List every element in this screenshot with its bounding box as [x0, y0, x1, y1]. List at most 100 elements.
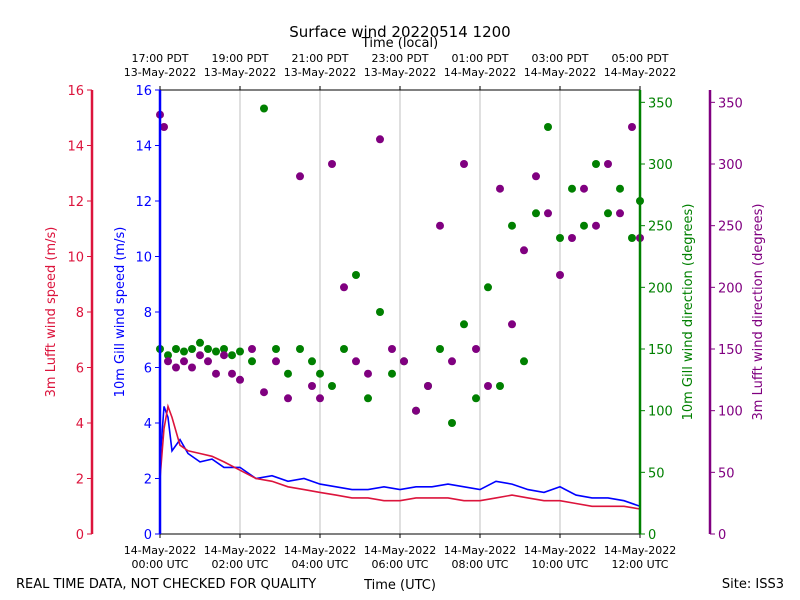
bottom-tick-date: 14-May-2022	[124, 544, 196, 557]
3m-lufft-wind-direction-point	[580, 184, 588, 193]
10m-gill-wind-direction-point	[628, 234, 636, 242]
10m-gill-wind-direction-point	[340, 345, 348, 353]
3m-lufft-wind-direction-point	[352, 357, 360, 366]
top-tick-date: 13-May-2022	[124, 66, 196, 79]
3m-lufft-wind-direction-point	[556, 271, 564, 279]
10m-gill-wind-direction-point	[308, 357, 316, 366]
3m-lufft-wind-speed-line	[159, 403, 641, 510]
site-label: Site: ISS3	[722, 577, 784, 592]
10m-gill-wind-direction-point	[328, 382, 336, 390]
gill-direction-tick-label: 50	[648, 466, 665, 481]
top-tick-date: 14-May-2022	[524, 66, 596, 79]
10m-gill-wind-direction-point	[188, 345, 196, 353]
10m-gill-wind-direction-point	[220, 345, 228, 353]
3m-lufft-wind-direction-point	[228, 369, 236, 378]
3m-lufft-wind-direction-point	[248, 345, 256, 353]
3m-lufft-wind-direction-point	[236, 375, 244, 384]
3m-lufft-wind-direction-point	[296, 172, 304, 181]
10m-gill-wind-direction-point	[228, 351, 236, 360]
10m-gill-wind-direction-point	[316, 369, 324, 378]
lufft-direction-tick-label: 300	[718, 158, 743, 173]
3m-lufft-wind-direction-point	[412, 406, 420, 415]
10m-gill-wind-direction-point	[248, 357, 256, 366]
gill-speed-tick-label: 4	[144, 417, 152, 432]
10m-gill-wind-direction-point	[460, 320, 468, 329]
top-tick-time: 23:00 PDT	[371, 52, 428, 65]
3m-lufft-wind-direction-point	[172, 363, 180, 372]
bottom-tick-time: 10:00 UTC	[531, 558, 588, 571]
3m-lufft-wind-direction-point	[316, 394, 324, 403]
10m-gill-wind-direction-point	[568, 184, 576, 193]
bottom-tick-time: 06:00 UTC	[371, 558, 428, 571]
bottom-axis-label: Time (UTC)	[363, 578, 436, 593]
lufft-direction-tick-label: 0	[718, 528, 726, 543]
10m-gill-wind-direction-point	[284, 369, 292, 378]
gill-speed-axis-label: 10m Gill wind speed (m/s)	[113, 227, 128, 398]
bottom-tick-time: 12:00 UTC	[611, 558, 668, 571]
gill-direction-tick-label: 250	[648, 220, 673, 235]
top-tick-time: 05:00 PDT	[611, 52, 668, 65]
10m-gill-wind-direction-point	[520, 357, 528, 366]
bottom-tick-date: 14-May-2022	[524, 544, 596, 557]
3m-lufft-wind-direction-point	[592, 221, 600, 230]
10m-gill-wind-direction-point	[180, 347, 188, 356]
top-tick-time: 19:00 PDT	[211, 52, 268, 65]
3m-lufft-wind-direction-point	[340, 283, 348, 292]
top-tick-time: 21:00 PDT	[291, 52, 348, 65]
3m-lufft-wind-direction-point	[472, 345, 480, 353]
gill-direction-tick-label: 0	[648, 528, 656, 543]
gill-direction-tick-label: 200	[648, 281, 673, 296]
gill-speed-tick-label: 12	[135, 195, 152, 210]
3m-lufft-wind-direction-point	[604, 160, 612, 168]
lufft-speed-tick-label: 10	[67, 251, 84, 266]
10m-gill-wind-direction-point	[508, 221, 516, 230]
3m-lufft-wind-direction-point	[616, 209, 624, 218]
bottom-tick-time: 00:00 UTC	[131, 558, 188, 571]
bottom-tick-date: 14-May-2022	[604, 544, 676, 557]
10m-gill-wind-direction-point	[532, 209, 540, 218]
lufft-speed-axis-label: 3m Lufft wind speed (m/s)	[44, 227, 59, 398]
data-layer	[156, 104, 644, 510]
3m-lufft-wind-direction-point	[484, 382, 492, 390]
3m-lufft-wind-direction-point	[388, 345, 396, 353]
top-tick-date: 13-May-2022	[364, 66, 436, 79]
top-tick-time: 03:00 PDT	[531, 52, 588, 65]
lufft-direction-tick-label: 200	[718, 281, 743, 296]
3m-lufft-wind-direction-point	[260, 388, 268, 397]
bottom-tick-date: 14-May-2022	[284, 544, 356, 557]
3m-lufft-wind-direction-point	[376, 135, 384, 144]
10m-gill-wind-direction-point	[164, 351, 172, 360]
10m-gill-wind-direction-point	[496, 382, 504, 390]
gill-direction-tick-label: 300	[648, 158, 673, 173]
lufft-direction-tick-label: 350	[718, 96, 743, 111]
gill-direction-tick-label: 350	[648, 96, 673, 111]
top-tick-date: 14-May-2022	[604, 66, 676, 79]
10m-gill-wind-direction-point	[544, 123, 552, 131]
10m-gill-wind-direction-point	[260, 104, 268, 113]
bottom-tick-time: 02:00 UTC	[211, 558, 268, 571]
bottom-tick-date: 14-May-2022	[364, 544, 436, 557]
3m-lufft-wind-direction-point	[520, 246, 528, 255]
gill-speed-tick-label: 2	[144, 473, 152, 488]
lufft-direction-axis-label: 3m Lufft wind direction (degrees)	[751, 204, 766, 421]
3m-lufft-wind-direction-point	[188, 363, 196, 372]
3m-lufft-wind-direction-point	[436, 221, 444, 230]
lufft-speed-tick-label: 14	[67, 140, 84, 155]
lufft-speed-tick-label: 2	[76, 473, 84, 488]
3m-lufft-wind-direction-point	[496, 184, 504, 193]
gill-speed-tick-label: 0	[144, 528, 152, 543]
3m-lufft-wind-direction-point	[308, 382, 316, 390]
10m-gill-wind-direction-point	[580, 221, 588, 230]
3m-lufft-wind-direction-point	[196, 351, 204, 360]
gill-direction-tick-label: 100	[648, 405, 673, 420]
10m-gill-wind-direction-point	[272, 345, 280, 353]
10m-gill-wind-speed-line	[159, 406, 641, 508]
10m-gill-wind-direction-point	[376, 308, 384, 316]
10m-gill-wind-direction-point	[484, 283, 492, 292]
10m-gill-wind-direction-point	[556, 234, 564, 242]
gill-speed-tick-label: 8	[144, 306, 152, 321]
top-axis-label: Time (local)	[361, 36, 438, 51]
3m-lufft-wind-direction-point	[212, 369, 220, 378]
